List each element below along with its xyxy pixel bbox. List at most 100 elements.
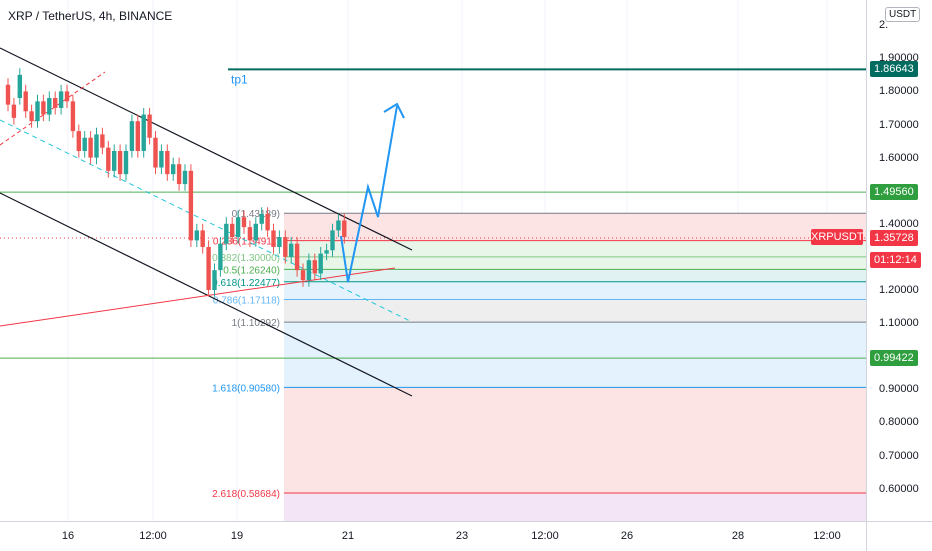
candle-body <box>318 253 323 274</box>
candle-body <box>159 150 164 168</box>
price-tick: 1.60000 <box>879 151 919 164</box>
tp1-label: tp1 <box>231 72 248 86</box>
candle-body <box>135 121 140 151</box>
candle-body <box>324 250 329 254</box>
price-tick: 1.80000 <box>879 85 919 98</box>
candle-body <box>165 150 170 175</box>
candle-body <box>5 84 11 105</box>
candle-body <box>194 230 199 241</box>
candle-body <box>41 101 46 115</box>
price-tick: 1.90000 <box>879 52 919 65</box>
price-label: 1.49560 <box>870 184 918 201</box>
fib-zone <box>284 256 866 270</box>
candle-body <box>11 104 17 118</box>
fib-zone <box>284 240 866 257</box>
candle-body <box>176 164 182 185</box>
price-axis[interactable]: USDT 2. 1.90000 1.80000 1.70000 1.60000 1.400… <box>866 0 932 521</box>
fib-zone <box>284 269 866 282</box>
candle-body <box>300 270 306 281</box>
fib-level-label: 0.618(1.22477) <box>212 278 280 289</box>
price-label: 1.86643 <box>870 61 918 78</box>
time-tick: 12:00 <box>813 530 841 542</box>
price-tick: 1.20000 <box>879 284 919 296</box>
candle-body <box>100 134 105 148</box>
price-label: 1.35728 <box>870 229 918 246</box>
candle-body <box>212 270 217 290</box>
candle-body <box>94 134 99 158</box>
candle-body <box>70 101 76 132</box>
fib-level-label: 1(1.10292) <box>232 318 280 329</box>
time-tick: 12:00 <box>531 530 559 542</box>
fib-zone <box>284 281 866 300</box>
candle-body <box>112 150 117 171</box>
fib-zone <box>284 299 866 323</box>
candle-body <box>88 137 93 158</box>
time-tick: 12:00 <box>139 530 167 542</box>
candle-body <box>76 131 81 151</box>
time-tick: 28 <box>731 530 745 542</box>
fib-zone <box>284 213 866 241</box>
candle-body <box>224 223 229 244</box>
candle-body <box>47 98 52 115</box>
price-tick: 1.40000 <box>879 217 919 230</box>
time-tick: 23 <box>455 530 469 542</box>
candle-body <box>147 114 152 138</box>
candle-body <box>82 137 87 151</box>
support-trendline <box>0 267 396 327</box>
projection-path <box>340 105 398 283</box>
candle-body <box>141 114 146 151</box>
candle-body <box>277 237 282 247</box>
candle-body <box>23 91 28 112</box>
time-tick: 16 <box>61 530 75 542</box>
candle-body <box>53 98 58 108</box>
candle-body <box>29 111 34 122</box>
channel-lower-line <box>0 192 413 397</box>
price-tick: 1.70000 <box>879 118 919 131</box>
candle-body <box>123 150 129 175</box>
fib-level-label: 0.236(1.34911) <box>213 237 280 248</box>
fib-zone <box>284 387 866 493</box>
channel-mid-line <box>0 119 413 323</box>
price-tick: 0.70000 <box>879 449 919 462</box>
candle-body <box>129 121 135 151</box>
candle-body <box>265 213 270 231</box>
price-tick: 0.60000 <box>879 482 919 495</box>
candle-body <box>294 243 300 271</box>
candle-body <box>271 230 276 247</box>
candle-body <box>230 223 235 238</box>
candle-body <box>182 170 188 185</box>
candle-body <box>188 170 194 241</box>
price-tick: 0.90000 <box>879 383 919 396</box>
fib-zone <box>284 322 866 388</box>
channel-upper-line <box>0 47 413 251</box>
candle-body <box>312 260 317 274</box>
candle-body <box>206 246 211 290</box>
candle-body <box>247 227 253 241</box>
fib-level-label: 1.618(0.90580) <box>212 383 280 394</box>
candle-body <box>241 217 247 228</box>
price-label: 0.99422 <box>870 350 918 367</box>
time-tick: 19 <box>230 530 244 542</box>
price-chart[interactable]: 0(1.43189)0.236(1.34911)0.382(1.30000)0.… <box>0 0 866 521</box>
symbol-tag: XRPUSDT <box>811 229 864 245</box>
chart-area[interactable]: 0(1.43189) 0.236(1.34911) 0.382(1.30000) 0.… <box>0 0 866 521</box>
candle-body <box>235 217 241 238</box>
candle-body <box>336 220 341 231</box>
price-tick: 1.10000 <box>879 317 919 330</box>
price-tick: 2. <box>879 19 889 32</box>
fib-level-label: 0.786(1.17118) <box>213 296 280 307</box>
candle-body <box>171 164 176 175</box>
candle-body <box>259 213 264 224</box>
projection-arrowhead <box>383 102 405 119</box>
time-axis[interactable]: 16 12:00 19 21 23 12:00 26 28 12:00 <box>0 521 866 551</box>
candle-body <box>117 150 123 175</box>
fib-zone <box>284 492 866 521</box>
time-tick: 26 <box>620 530 634 542</box>
chart-title: XRP / TetherUS, 4h, BINANCE <box>8 9 173 23</box>
candle-body <box>289 243 294 257</box>
candle-body <box>64 91 70 102</box>
fib-level-label: 0.382(1.30000) <box>212 253 280 264</box>
currency-unit-button[interactable]: USDT <box>885 7 921 22</box>
candle-body <box>283 237 288 257</box>
candle-body <box>58 91 64 108</box>
